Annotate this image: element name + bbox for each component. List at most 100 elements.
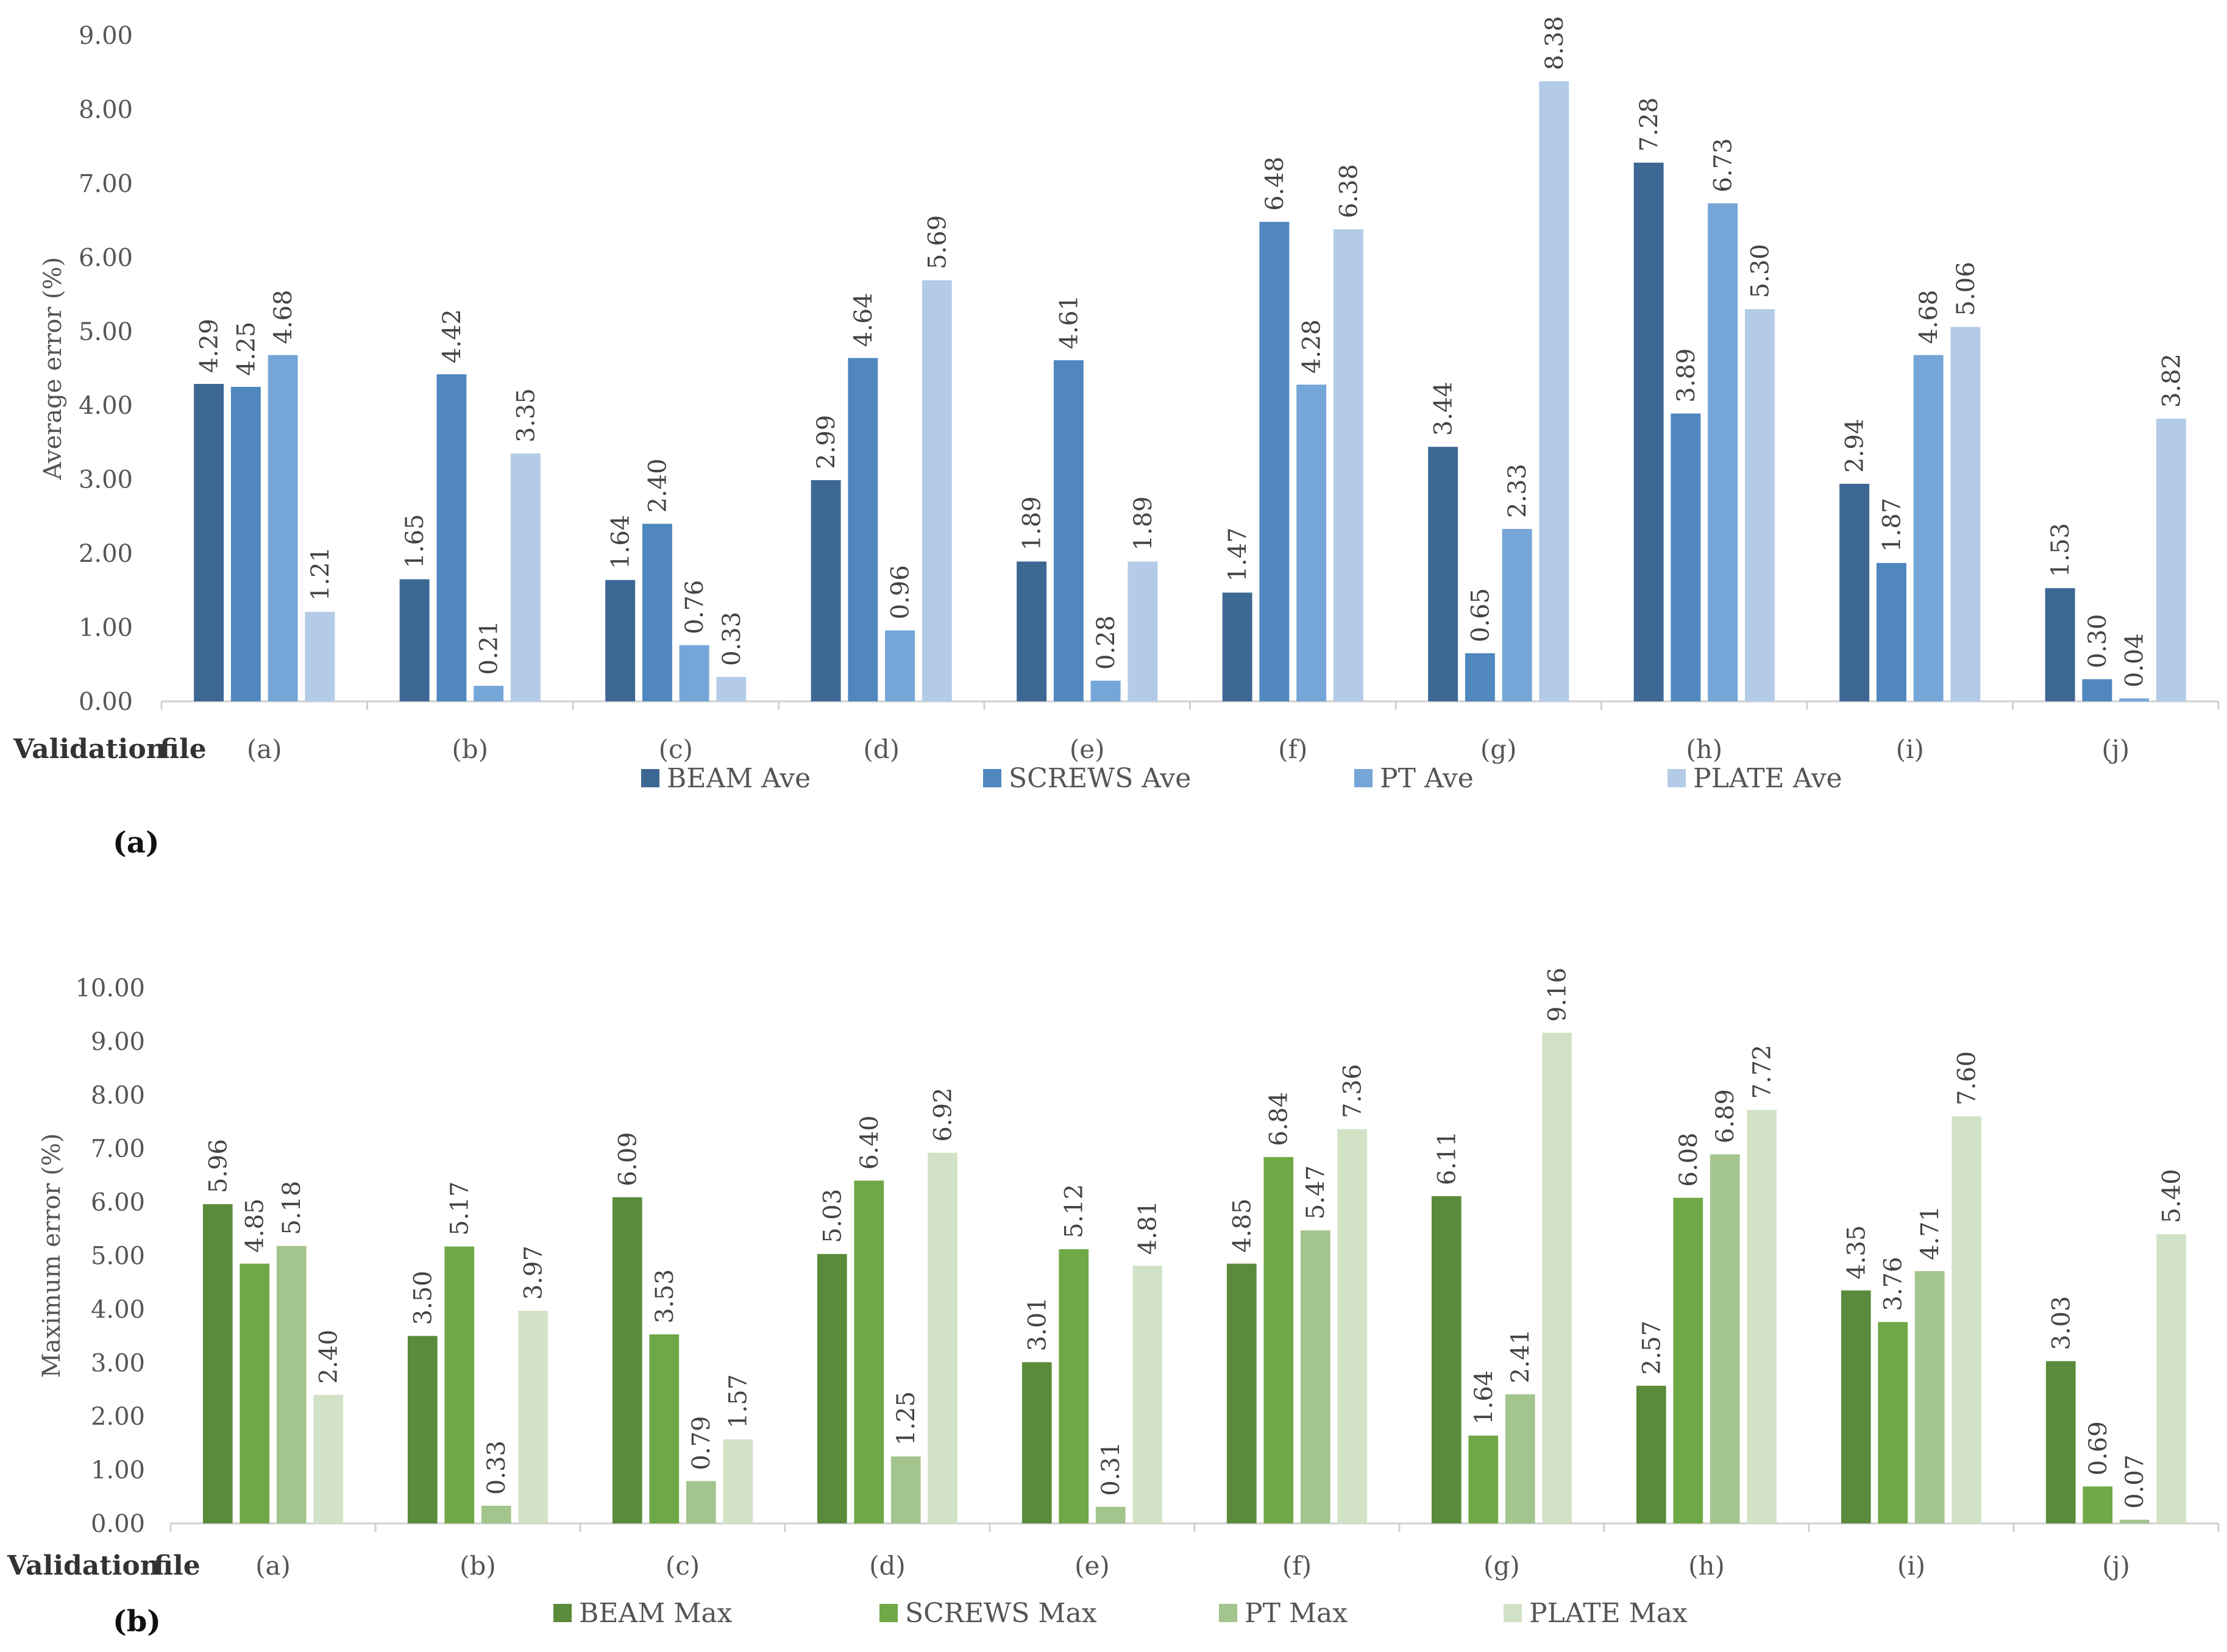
value-label-max-3-7: 7.72 xyxy=(1749,1044,1777,1099)
y-tick-label-max: 8.00 xyxy=(91,1082,145,1110)
value-label-avg-2-9: 0.04 xyxy=(2121,633,2149,687)
y-tick-label-max: 5.00 xyxy=(91,1243,145,1271)
bar-max-0-9 xyxy=(2045,1361,2076,1523)
y-tick-label-avg: 1.00 xyxy=(79,614,133,642)
y-tick-label-avg: 6.00 xyxy=(79,244,133,272)
bar-avg-3-3 xyxy=(922,280,952,702)
value-label-avg-1-0: 4.25 xyxy=(232,322,260,376)
bar-avg-3-6 xyxy=(1539,81,1569,702)
bar-max-1-7 xyxy=(1673,1197,1703,1523)
bar-max-1-3 xyxy=(854,1180,884,1523)
value-label-max-0-1: 3.50 xyxy=(409,1271,437,1325)
panel-label-b: (b) xyxy=(113,1604,161,1639)
category-label-max: (b) xyxy=(460,1551,496,1581)
bar-max-2-4 xyxy=(1095,1506,1126,1523)
bar-avg-3-0 xyxy=(305,612,335,701)
y-tick-label-avg: 3.00 xyxy=(79,466,133,494)
y-tick-label-max: 2.00 xyxy=(91,1403,145,1431)
value-label-avg-2-0: 4.68 xyxy=(269,290,297,344)
legend-swatch-max-1 xyxy=(879,1604,898,1622)
value-label-avg-1-2: 2.40 xyxy=(644,458,672,512)
bar-max-0-1 xyxy=(407,1336,438,1523)
value-label-avg-2-2: 0.76 xyxy=(681,580,709,634)
legend-swatch-max-2 xyxy=(1219,1604,1237,1622)
legend-label-avg-3: PLATE Ave xyxy=(1693,763,1842,794)
bar-avg-1-5 xyxy=(1259,222,1290,701)
value-label-max-1-3: 6.40 xyxy=(856,1115,884,1169)
value-label-avg-3-2: 0.33 xyxy=(718,612,746,666)
category-label-avg: (c) xyxy=(659,734,693,764)
x-axis-title-validation-b: Validation xyxy=(7,1550,160,1581)
value-label-avg-3-9: 3.82 xyxy=(2158,353,2186,408)
category-label-max: (i) xyxy=(1897,1551,1925,1581)
bar-avg-3-8 xyxy=(1950,327,1981,701)
value-label-max-3-8: 7.60 xyxy=(1953,1051,1981,1105)
value-label-avg-3-3: 5.69 xyxy=(923,215,951,269)
bar-max-2-5 xyxy=(1300,1230,1330,1523)
bar-avg-1-9 xyxy=(2082,679,2112,701)
value-label-max-1-8: 3.76 xyxy=(1880,1257,1908,1311)
value-label-max-1-5: 6.84 xyxy=(1265,1092,1293,1146)
bar-avg-1-2 xyxy=(642,523,672,701)
value-label-avg-1-6: 0.65 xyxy=(1466,588,1494,642)
value-label-avg-1-3: 4.64 xyxy=(850,292,878,347)
bar-avg-3-9 xyxy=(2156,419,2186,701)
category-label-max: (d) xyxy=(869,1551,906,1581)
value-label-max-1-2: 3.53 xyxy=(651,1269,679,1324)
value-label-max-3-6: 9.16 xyxy=(1544,968,1572,1022)
panel-label-a: (a) xyxy=(113,826,160,860)
bar-avg-2-4 xyxy=(1090,680,1121,701)
value-label-avg-0-0: 4.29 xyxy=(196,319,224,373)
legend-label-max-2: PT Max xyxy=(1245,1598,1348,1629)
bar-max-0-3 xyxy=(817,1253,847,1523)
category-label-max: (c) xyxy=(666,1551,700,1581)
legend-label-max-0: BEAM Max xyxy=(579,1598,733,1629)
bar-max-1-5 xyxy=(1263,1157,1294,1523)
value-label-avg-3-1: 3.35 xyxy=(512,388,540,442)
value-label-max-1-4: 5.12 xyxy=(1060,1184,1089,1238)
bar-max-0-7 xyxy=(1636,1386,1666,1523)
category-label-avg: (j) xyxy=(2101,734,2129,764)
legend-label-avg-1: SCREWS Ave xyxy=(1009,763,1191,794)
y-tick-label-max: 0.00 xyxy=(91,1510,145,1538)
bar-max-2-3 xyxy=(890,1456,921,1523)
category-label-avg: (b) xyxy=(452,734,488,764)
value-label-avg-0-2: 1.64 xyxy=(607,515,635,569)
bar-max-3-1 xyxy=(518,1311,549,1523)
value-label-avg-0-3: 2.99 xyxy=(812,415,840,469)
value-label-max-3-2: 1.57 xyxy=(725,1374,753,1428)
value-label-max-0-9: 3.03 xyxy=(2047,1296,2075,1350)
value-label-avg-1-1: 4.42 xyxy=(438,309,466,363)
bar-avg-0-2 xyxy=(605,580,636,701)
value-label-max-2-0: 5.18 xyxy=(278,1181,306,1235)
value-label-max-2-4: 0.31 xyxy=(1097,1442,1125,1496)
value-label-avg-0-7: 7.28 xyxy=(1635,97,1663,152)
value-label-avg-3-7: 5.30 xyxy=(1746,244,1774,298)
value-label-avg-0-8: 2.94 xyxy=(1841,419,1869,473)
category-label-avg: (d) xyxy=(863,734,900,764)
legend-swatch-max-3 xyxy=(1504,1604,1522,1622)
value-label-avg-2-1: 0.21 xyxy=(475,620,503,675)
value-label-max-2-7: 6.89 xyxy=(1711,1089,1739,1143)
y-tick-label-avg: 2.00 xyxy=(79,540,133,568)
bar-avg-1-7 xyxy=(1671,413,1701,701)
y-tick-label-max: 1.00 xyxy=(91,1456,145,1484)
value-label-max-2-8: 4.71 xyxy=(1916,1206,1944,1260)
bar-avg-2-1 xyxy=(474,686,504,701)
bar-max-3-5 xyxy=(1337,1129,1368,1523)
value-label-avg-0-6: 3.44 xyxy=(1430,381,1458,436)
value-label-avg-0-1: 1.65 xyxy=(401,514,429,569)
category-label-max: (h) xyxy=(1688,1551,1725,1581)
bar-max-0-8 xyxy=(1841,1290,1871,1523)
bar-avg-3-7 xyxy=(1744,309,1775,701)
bar-max-3-7 xyxy=(1747,1110,1777,1523)
bar-avg-2-7 xyxy=(1708,203,1738,701)
bar-max-3-9 xyxy=(2156,1234,2187,1523)
bar-avg-2-0 xyxy=(268,355,298,701)
value-label-avg-3-5: 6.38 xyxy=(1335,164,1363,218)
value-label-avg-1-4: 4.61 xyxy=(1055,295,1083,349)
bar-avg-3-5 xyxy=(1333,229,1363,701)
legend-label-max-1: SCREWS Max xyxy=(905,1598,1097,1629)
category-label-max: (j) xyxy=(2102,1551,2130,1581)
